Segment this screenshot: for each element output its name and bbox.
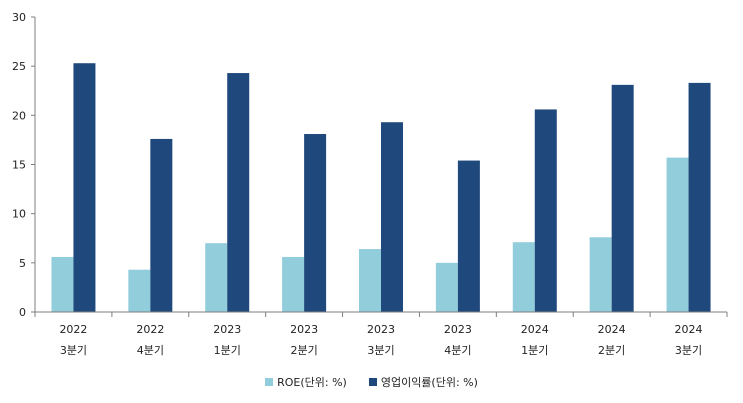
x-tick-label-year: 2022 bbox=[136, 323, 164, 336]
x-tick-label-quarter: 3분기 bbox=[60, 344, 87, 357]
x-tick-label-year: 2024 bbox=[598, 323, 626, 336]
bar-operating-margin-8 bbox=[688, 82, 711, 312]
x-tick-label-quarter: 1분기 bbox=[214, 344, 241, 357]
y-tick-label: 20 bbox=[12, 109, 26, 122]
x-tick-label-year: 2022 bbox=[59, 323, 87, 336]
bar-operating-margin-5 bbox=[457, 160, 480, 312]
bar-roe-3 bbox=[282, 256, 305, 312]
bar-roe-7 bbox=[589, 237, 612, 312]
bar-operating-margin-1 bbox=[150, 138, 173, 312]
legend-item-operating-margin: 영업이익률(단위: %) bbox=[368, 374, 478, 390]
y-tick-label: 10 bbox=[12, 208, 26, 221]
bar-roe-0 bbox=[51, 256, 74, 312]
legend-swatch-operating-margin bbox=[368, 378, 377, 386]
y-tick-label: 0 bbox=[19, 306, 26, 319]
legend-swatch-roe bbox=[265, 378, 274, 386]
bar-roe-1 bbox=[128, 269, 151, 312]
y-tick-label: 5 bbox=[19, 257, 26, 270]
x-tick-label-quarter: 1분기 bbox=[521, 344, 548, 357]
x-tick-label-year: 2023 bbox=[367, 323, 395, 336]
bar-roe-4 bbox=[359, 249, 381, 312]
x-tick-label-year: 2024 bbox=[521, 323, 549, 336]
bar-operating-margin-0 bbox=[73, 63, 96, 312]
bar-operating-margin-2 bbox=[227, 73, 250, 312]
legend: ROE(단위: %) 영업이익률(단위: %) bbox=[0, 373, 743, 391]
bar-roe-5 bbox=[435, 262, 458, 312]
legend-label-roe: ROE(단위: %) bbox=[277, 376, 347, 389]
x-tick-label-quarter: 2분기 bbox=[290, 344, 317, 357]
bar-roe-6 bbox=[512, 242, 535, 312]
bar-operating-margin-7 bbox=[611, 84, 634, 312]
bar-roe-2 bbox=[205, 243, 228, 312]
bar-operating-margin-6 bbox=[534, 109, 557, 312]
bar-roe-8 bbox=[666, 157, 689, 312]
y-tick-label: 30 bbox=[12, 11, 26, 24]
y-tick-label: 25 bbox=[12, 60, 26, 73]
y-tick-label: 15 bbox=[12, 159, 26, 172]
x-tick-label-year: 2023 bbox=[444, 323, 472, 336]
x-tick-label-quarter: 4분기 bbox=[444, 344, 471, 357]
x-tick-label-year: 2023 bbox=[213, 323, 241, 336]
legend-item-roe: ROE(단위: %) bbox=[265, 374, 347, 390]
bar-operating-margin-3 bbox=[304, 134, 327, 312]
x-tick-label-quarter: 3분기 bbox=[675, 344, 702, 357]
bar-operating-margin-4 bbox=[381, 122, 403, 312]
x-tick-label-quarter: 2분기 bbox=[598, 344, 625, 357]
x-tick-label-year: 2024 bbox=[675, 323, 703, 336]
x-tick-label-quarter: 4분기 bbox=[137, 344, 164, 357]
x-tick-label-quarter: 3분기 bbox=[367, 344, 394, 357]
x-tick-label-year: 2023 bbox=[290, 323, 318, 336]
legend-label-operating-margin: 영업이익률(단위: %) bbox=[380, 376, 478, 389]
